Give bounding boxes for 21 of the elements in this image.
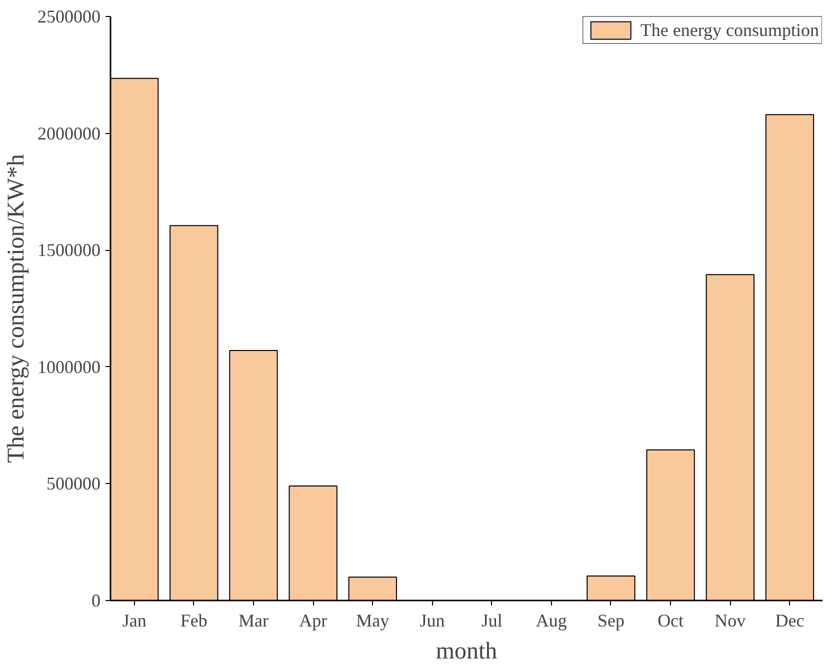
x-tick-label: Jul: [481, 610, 502, 630]
y-tick-label: 500000: [46, 474, 100, 494]
x-tick-label: Dec: [775, 610, 804, 630]
x-tick-label: Jun: [420, 610, 445, 630]
x-tick-label: Oct: [658, 610, 684, 630]
x-tick-label: Nov: [714, 610, 746, 630]
legend-label: The energy consumption: [640, 20, 819, 40]
y-axis-title: The energy consumption/KW*h: [4, 154, 30, 463]
x-tick-label: Feb: [180, 610, 208, 630]
x-tick-label: May: [356, 610, 390, 630]
x-tick-label: Sep: [597, 610, 624, 630]
y-tick-label: 1500000: [38, 240, 100, 260]
x-tick-label: Jan: [122, 610, 146, 630]
x-tick-label: Apr: [299, 610, 328, 630]
y-tick-label: 1000000: [38, 356, 100, 377]
y-tick-label: 2500000: [38, 6, 100, 26]
y-tick-label: 0: [92, 590, 100, 610]
x-axis-title: month: [436, 638, 498, 664]
y-tick-label: 2000000: [38, 123, 100, 144]
x-tick-label: Mar: [238, 610, 268, 630]
x-tick-label: Aug: [536, 610, 567, 630]
